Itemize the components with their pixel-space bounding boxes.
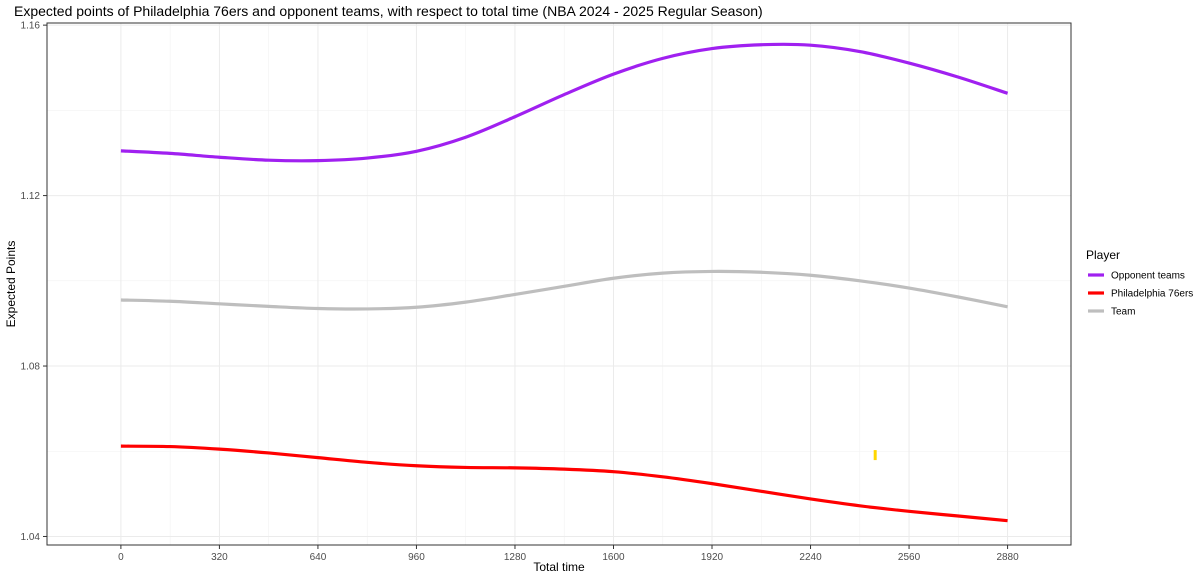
y-tick-label: 1.12: [21, 191, 41, 202]
x-tick-label: 0: [118, 552, 124, 563]
x-tick-label: 1280: [504, 552, 527, 563]
legend-items: Opponent teams Philadelphia 76ers Team: [1088, 271, 1193, 318]
legend: Player Opponent teams Philadelphia 76ers T…: [1086, 248, 1193, 318]
y-axis-title: Expected Points: [4, 241, 18, 328]
legend-label-philadelphia-76ers: Philadelphia 76ers: [1111, 289, 1193, 300]
x-axis-title: Total time: [533, 560, 585, 574]
x-tick-label: 2880: [996, 552, 1019, 563]
series-line-opponent-teams: [120, 42, 1009, 163]
plot-panel: [47, 23, 1071, 545]
legend-title: Player: [1086, 248, 1120, 262]
legend-label-team: Team: [1111, 307, 1135, 318]
series-line-team: [120, 269, 1008, 311]
y-tick-label: 1.16: [21, 21, 41, 32]
x-tick-label: 960: [408, 552, 425, 563]
y-tick-label: 1.08: [21, 362, 41, 373]
series-lines: [120, 42, 1009, 523]
x-tick-label: 320: [211, 552, 228, 563]
y-axis-ticks: 1.04 1.08 1.12 1.16: [21, 21, 47, 543]
x-tick-label: 2560: [898, 552, 921, 563]
annotation-mark: [873, 450, 877, 461]
x-axis-ticks: 0 320 640 960 1280 1600 1920 2240 2560 2880: [118, 545, 1019, 563]
x-tick-label: 1920: [701, 552, 724, 563]
x-tick-label: 640: [310, 552, 327, 563]
x-tick-label: 2240: [799, 552, 822, 563]
annotations: [873, 450, 877, 461]
x-tick-label: 1600: [602, 552, 625, 563]
y-tick-label: 1.04: [21, 532, 41, 543]
chart-title: Expected points of Philadelphia 76ers an…: [14, 3, 763, 19]
plot-border: [46, 22, 1072, 546]
grid-lines: [47, 23, 1071, 545]
legend-label-opponent-teams: Opponent teams: [1111, 271, 1185, 282]
series-line-philadelphia-76ers: [120, 444, 1008, 523]
